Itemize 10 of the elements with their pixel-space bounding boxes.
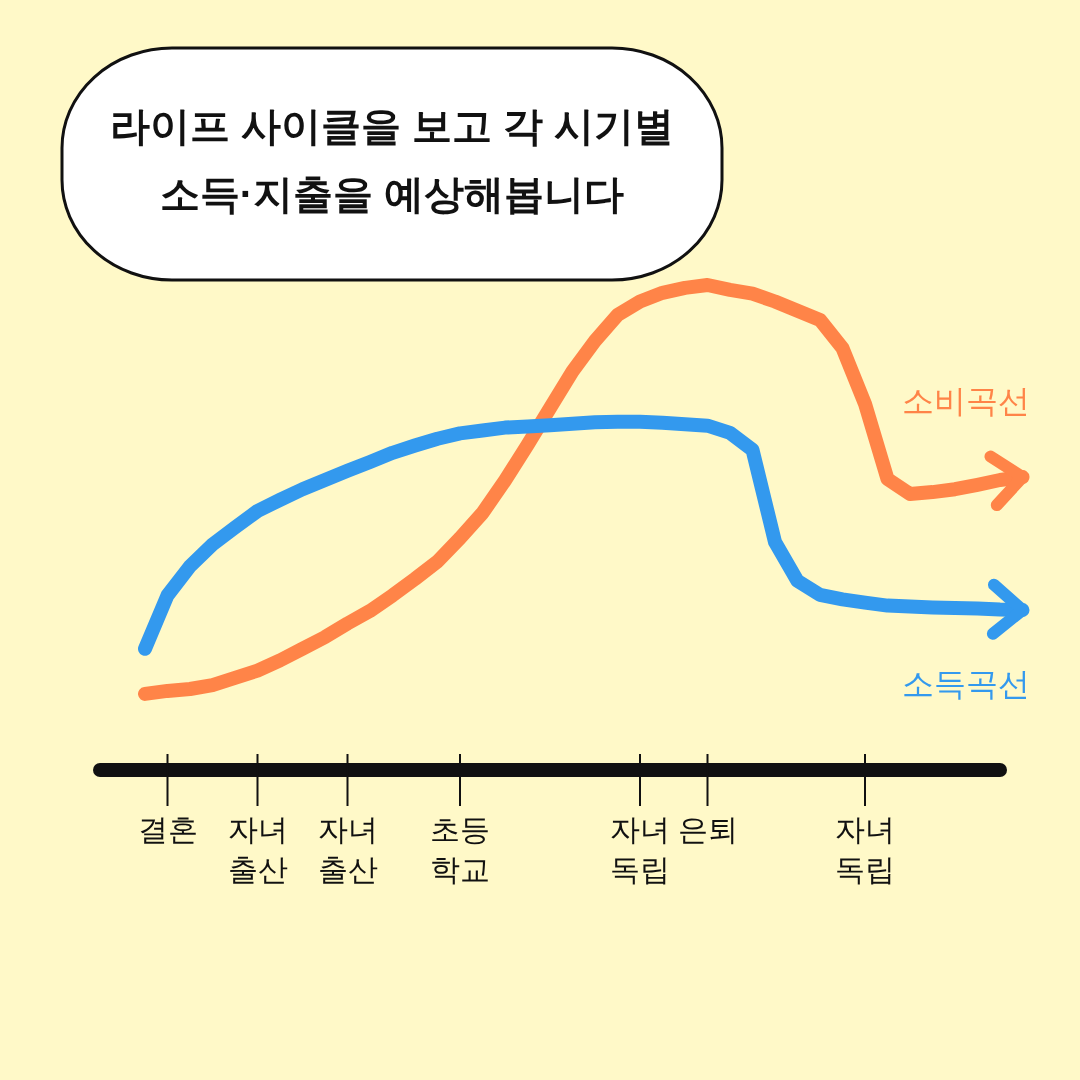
chart-title: 라이프 사이클을 보고 각 시기별 소득·지출을 예상해봅니다 <box>109 104 675 216</box>
x-tick-label: 은퇴 <box>677 813 738 846</box>
x-tick-label: 자녀 독립 <box>835 813 895 886</box>
x-tick-label: 자녀 출산 <box>317 813 378 886</box>
series-label: 소비곡선 <box>902 383 1030 420</box>
x-tick-label: 자녀 독립 <box>610 813 670 886</box>
x-tick-label: 자녀 출산 <box>227 813 288 886</box>
legend-label: 소득곡선 <box>902 665 1030 702</box>
x-tick-label: 초등 학교 <box>430 813 490 886</box>
x-tick-label: 결혼 <box>137 813 198 846</box>
